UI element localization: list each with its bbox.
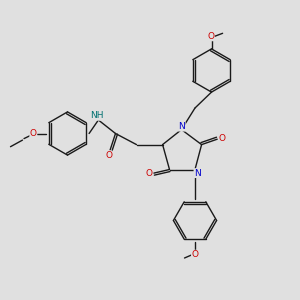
Text: O: O [219, 134, 226, 143]
Text: O: O [30, 129, 37, 138]
Text: O: O [145, 169, 152, 178]
Text: N: N [194, 169, 201, 178]
Text: O: O [191, 250, 199, 259]
Text: O: O [105, 151, 112, 160]
Text: NH: NH [90, 111, 104, 120]
Text: N: N [178, 122, 185, 131]
Text: O: O [207, 32, 214, 41]
